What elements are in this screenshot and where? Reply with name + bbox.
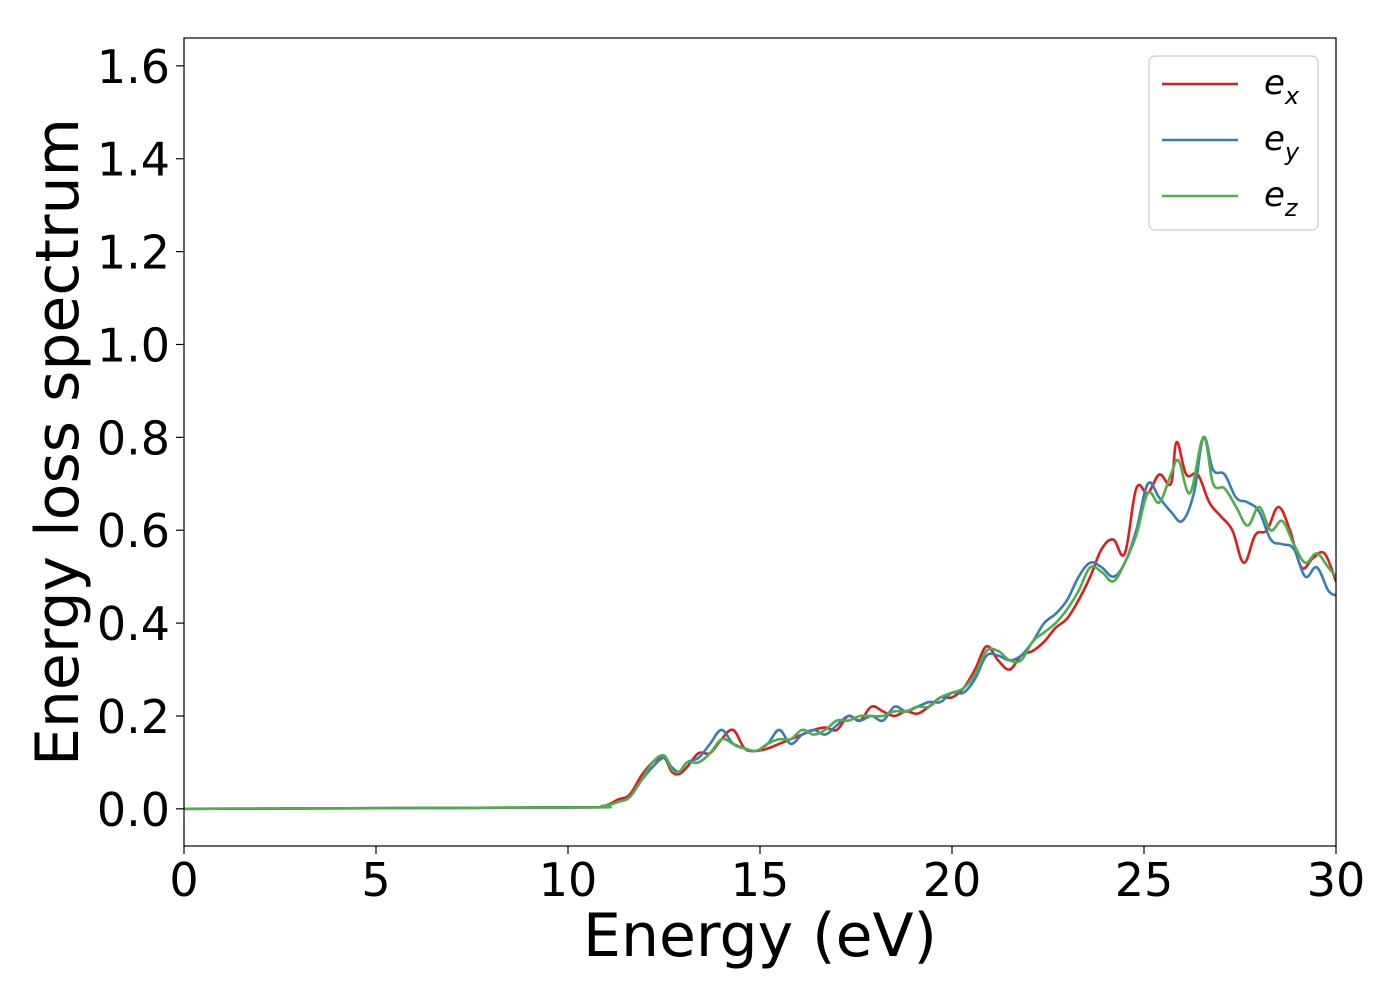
x-axis-title: Energy (eV)	[583, 901, 937, 971]
y-tick-label: 1.6	[97, 40, 170, 94]
y-tick-label: 0.4	[97, 597, 170, 651]
legend-label-x: ex	[1264, 63, 1300, 110]
x-tick-label: 5	[361, 853, 390, 907]
y-tick-label: 0.2	[97, 690, 170, 744]
y-axis-ticks: 0.0 0.2 0.4 0.6 0.8 1.0 1.2 1.4 1.6	[97, 40, 184, 837]
y-tick-label: 0.8	[97, 411, 170, 465]
x-axis-ticks: 0 5 10 15 20 25 30	[169, 846, 1365, 907]
y-tick-label: 1.0	[97, 318, 170, 372]
plot-frame	[183, 37, 1337, 847]
legend-box	[1148, 55, 1319, 231]
x-tick-label: 30	[1307, 853, 1366, 907]
x-tick-label: 15	[731, 853, 790, 907]
y-tick-label: 0.0	[97, 783, 170, 837]
y-tick-label: 1.4	[97, 133, 170, 187]
x-tick-label: 25	[1115, 853, 1174, 907]
series-line-x	[184, 440, 1336, 811]
series-layer	[184, 435, 1336, 811]
y-tick-label: 1.2	[97, 226, 170, 280]
legend-label-z: ez	[1264, 175, 1299, 222]
series-line-z	[184, 436, 1336, 811]
y-tick-label: 0.6	[97, 504, 170, 558]
legend-label-y: ey	[1264, 119, 1300, 166]
y-axis-title: Energy loss spectrum	[23, 118, 93, 766]
x-tick-label: 0	[169, 853, 198, 907]
legend: ex ey ez	[1148, 55, 1319, 231]
x-tick-label: 20	[923, 853, 982, 907]
x-tick-label: 10	[539, 853, 598, 907]
